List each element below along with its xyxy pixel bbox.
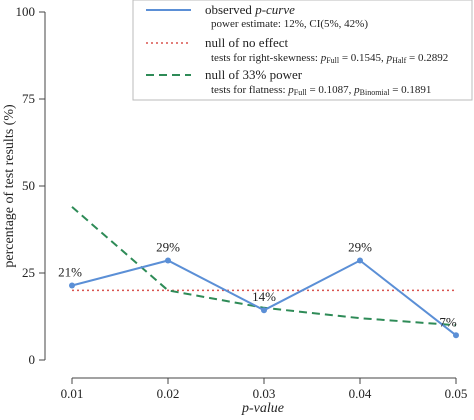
legend-label-no-effect: null of no effect <box>205 35 289 50</box>
series-layer <box>69 206 459 339</box>
y-tick-label: 100 <box>16 4 36 19</box>
x-tick-label: 0.02 <box>157 386 180 401</box>
legend-sub-observed: power estimate: 12%, CI(5%, 42%) <box>211 18 368 30</box>
y-tick-label: 0 <box>29 352 36 367</box>
x-tick-label: 0.05 <box>445 386 468 401</box>
x-axis-label: p-value <box>241 401 284 416</box>
x-tick-label: 0.03 <box>253 386 276 401</box>
observed-point <box>357 257 363 264</box>
y-tick-label: 25 <box>22 265 35 280</box>
x-tick-label: 0.04 <box>349 386 372 401</box>
y-tick-label: 50 <box>22 178 35 193</box>
legend-box <box>132 0 473 101</box>
y-tick-label: 75 <box>22 91 35 106</box>
legend-sub-power33: tests for flatness: pFull = 0.1087, pBin… <box>211 84 431 97</box>
legend-label-observed: observed p-curve <box>205 2 295 17</box>
data-label: 21% <box>58 265 82 280</box>
x-ticks: 0.01 0.02 0.03 0.04 0.05 <box>61 378 468 401</box>
observed-point <box>261 307 267 314</box>
y-axis-label: percentage of test results (%) <box>2 104 17 268</box>
legend-label-power33: null of 33% power <box>205 67 303 82</box>
data-labels-layer: 21% 29% 14% 29% 7% <box>58 239 457 329</box>
data-label: 7% <box>439 314 457 329</box>
observed-point <box>69 282 75 289</box>
data-label: 14% <box>252 289 276 304</box>
legend: observed p-curve power estimate: 12%, CI… <box>132 0 473 101</box>
data-label: 29% <box>156 239 180 254</box>
legend-sub-no-effect: tests for right-skewness: pFull = 0.1545… <box>211 52 448 65</box>
data-label: 29% <box>348 239 372 254</box>
observed-point <box>165 257 171 264</box>
y-ticks: 0 25 50 75 100 <box>16 4 45 367</box>
observed-point <box>453 332 459 339</box>
x-tick-label: 0.01 <box>61 386 84 401</box>
